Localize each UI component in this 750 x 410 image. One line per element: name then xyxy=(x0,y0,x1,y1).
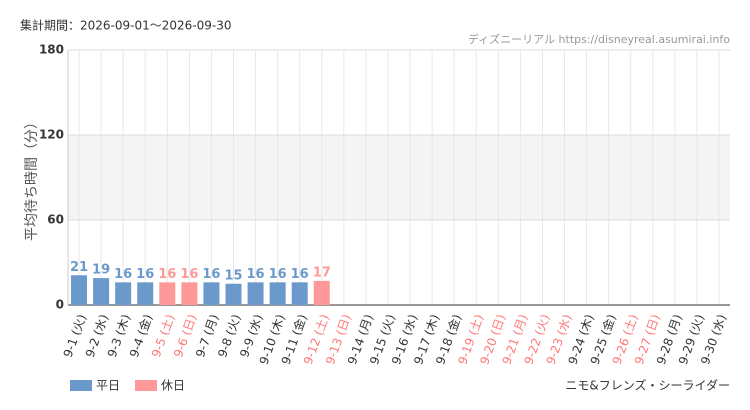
bar xyxy=(93,278,110,305)
y-axis-label: 平均待ち時間（分） xyxy=(24,115,40,241)
value-label: 21 xyxy=(70,260,88,275)
bar xyxy=(137,282,154,305)
bar xyxy=(269,282,286,305)
value-label: 19 xyxy=(92,263,110,278)
value-label: 16 xyxy=(114,267,132,282)
value-label: 16 xyxy=(202,267,220,282)
bar xyxy=(159,282,176,305)
bar xyxy=(247,282,264,305)
bar xyxy=(115,282,132,305)
band xyxy=(68,135,730,220)
bar xyxy=(181,282,198,305)
y-tick-label: 120 xyxy=(39,128,64,142)
value-label: 16 xyxy=(136,267,154,282)
bar xyxy=(71,275,88,305)
legend-label: 平日 xyxy=(96,379,120,393)
period: 集計期間：2026-09-01～2026-09-30 xyxy=(20,18,231,33)
value-label: 16 xyxy=(180,267,198,282)
value-label: 16 xyxy=(291,267,309,282)
y-tick-label: 0 xyxy=(56,298,64,312)
bar xyxy=(203,282,220,305)
value-label: 16 xyxy=(158,267,176,282)
value-label: 17 xyxy=(313,265,331,280)
y-tick-label: 60 xyxy=(47,213,64,227)
legend-swatch xyxy=(70,380,92,391)
bar xyxy=(291,282,308,305)
attraction: ニモ&フレンズ・シーライダー xyxy=(565,378,730,393)
y-tick-label: 180 xyxy=(39,43,64,57)
value-label: 15 xyxy=(224,268,242,283)
value-label: 16 xyxy=(247,267,265,282)
bar xyxy=(225,283,242,305)
bar xyxy=(313,280,330,305)
legend-label: 休日 xyxy=(161,379,185,393)
source: ディズニーリアル https://disneyreal.asumirai.inf… xyxy=(468,32,730,46)
legend-swatch xyxy=(135,380,157,391)
value-label: 16 xyxy=(269,267,287,282)
